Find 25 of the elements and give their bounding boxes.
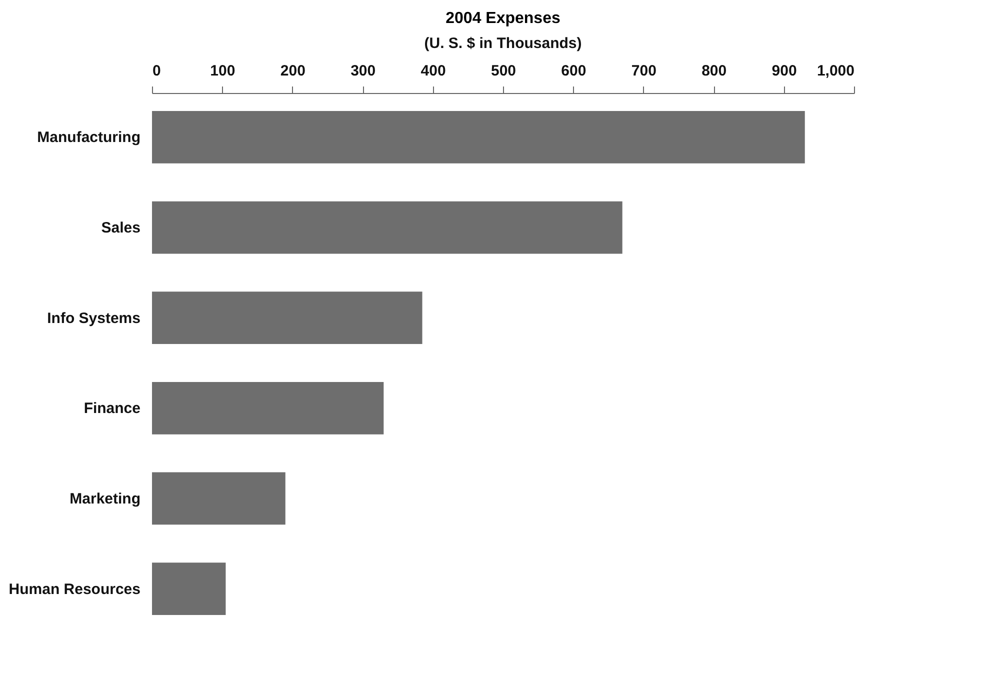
y-tick-label: Manufacturing — [37, 129, 140, 146]
bar — [152, 382, 384, 434]
y-tick-label: Sales — [101, 220, 140, 237]
chart-title: 2004 Expenses — [446, 10, 560, 27]
x-tick-label: 400 — [420, 62, 446, 80]
y-tick-label: Info Systems — [47, 310, 140, 327]
bar — [152, 292, 422, 344]
bar — [152, 201, 622, 254]
y-tick-label: Human Resources — [8, 580, 140, 598]
x-tick-label: 600 — [561, 62, 586, 80]
bar — [152, 562, 226, 615]
y-tick-label: Finance — [84, 400, 140, 418]
x-tick-label: 100 — [210, 62, 236, 80]
bar — [152, 111, 805, 164]
x-tick-label: 900 — [772, 62, 797, 80]
x-tick-label: 1,000 — [816, 62, 854, 80]
bar — [152, 472, 286, 525]
x-tick-label: 200 — [280, 62, 306, 80]
y-tick-label: Marketing — [70, 490, 140, 508]
x-tick-label: 800 — [702, 62, 727, 80]
x-tick-label: 500 — [490, 62, 516, 80]
x-tick-label: 700 — [631, 62, 656, 80]
x-tick-label: 300 — [350, 62, 376, 80]
x-tick-label: 0 — [152, 62, 161, 80]
chart-subtitle: (U. S. $ in Thousands) — [424, 35, 582, 52]
